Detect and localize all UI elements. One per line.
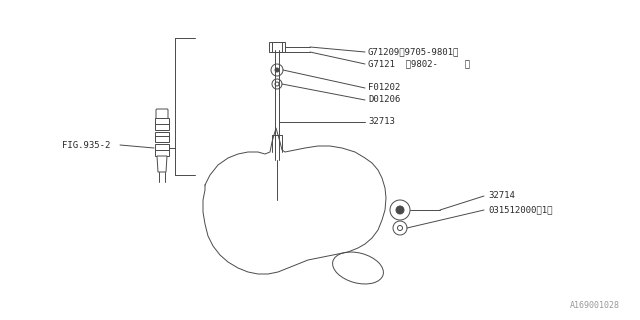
Text: D01206: D01206 xyxy=(368,95,400,105)
FancyBboxPatch shape xyxy=(269,42,285,52)
Text: 32713: 32713 xyxy=(368,117,395,126)
Text: FIG.935-2: FIG.935-2 xyxy=(62,140,110,149)
Text: G7121  〈9802-     〉: G7121 〈9802- 〉 xyxy=(368,60,470,68)
Text: A169001028: A169001028 xyxy=(570,301,620,310)
Polygon shape xyxy=(157,156,167,172)
Text: G71209〈9705-9801〉: G71209〈9705-9801〉 xyxy=(368,47,460,57)
Text: 031512000（1）: 031512000（1） xyxy=(488,205,552,214)
Bar xyxy=(155,132,169,142)
Bar xyxy=(155,144,169,156)
Text: 32714: 32714 xyxy=(488,191,515,201)
Text: F01202: F01202 xyxy=(368,84,400,92)
FancyBboxPatch shape xyxy=(156,109,168,119)
Bar xyxy=(155,118,169,130)
Circle shape xyxy=(275,68,279,72)
Circle shape xyxy=(396,206,404,214)
